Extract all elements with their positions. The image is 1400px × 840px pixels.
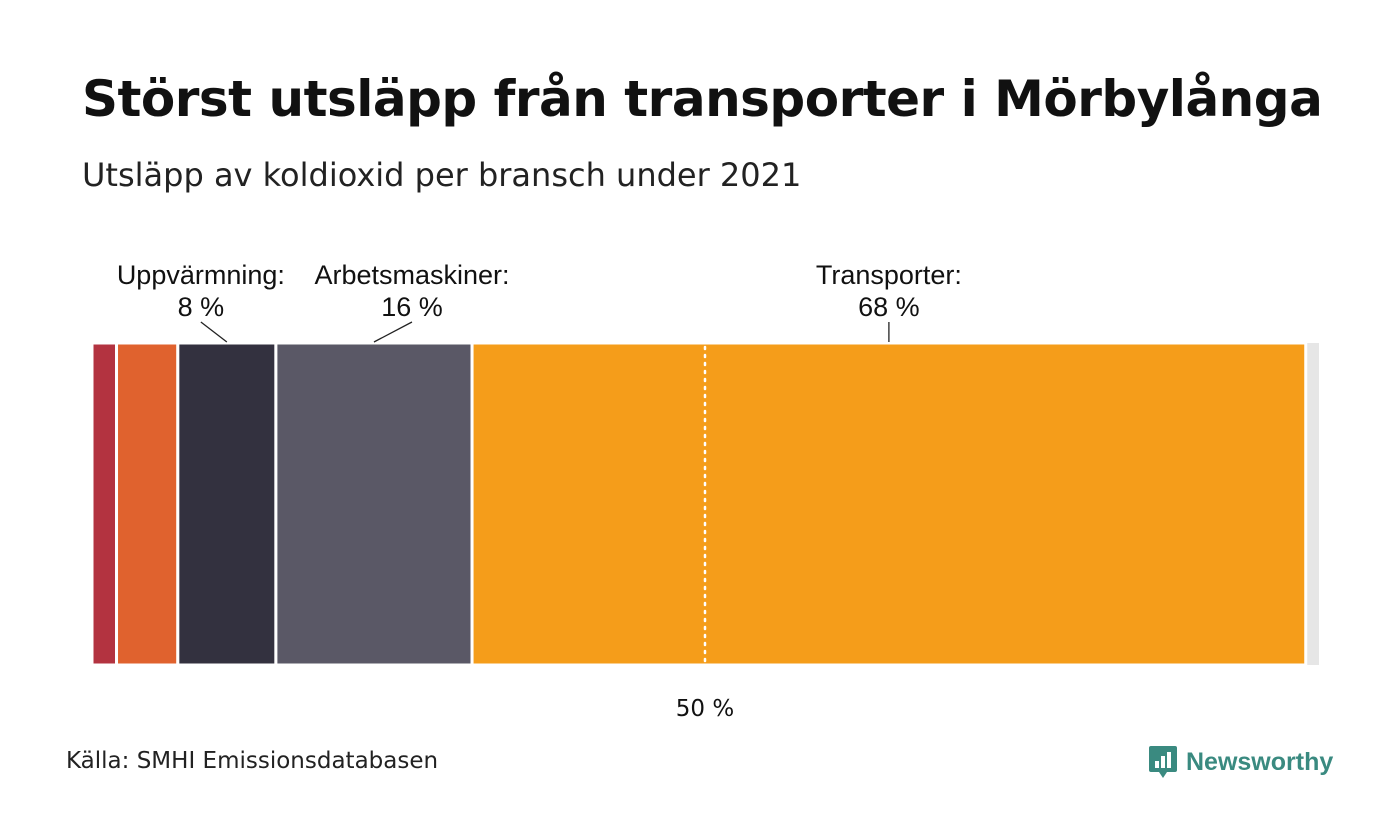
bar-segments	[90, 341, 1319, 667]
bar-segment-3	[176, 341, 278, 667]
reference-line-group: 50 %	[676, 345, 734, 722]
segment-value-label-4: 16 %	[381, 292, 443, 322]
segment-label-4: Arbetsmaskiner:	[314, 260, 509, 290]
bar-segment-5	[470, 341, 1308, 667]
chart-title: Störst utsläpp från transporter i Mörbyl…	[82, 70, 1323, 128]
segment-value-label-5: 68 %	[858, 292, 920, 322]
segment-value-label-3: 8 %	[178, 292, 225, 322]
segment-leader-line-3	[200, 321, 228, 343]
reference-line-label: 50 %	[676, 696, 734, 722]
segment-label-5: Transporter:	[816, 260, 962, 290]
segment-labels: Uppvärmning:8 % Arbetsmaskiner:16 % Transp…	[117, 260, 962, 343]
chart-subtitle: Utsläpp av koldioxid per bransch under 2…	[82, 156, 802, 194]
brand-name: Newsworthy	[1186, 747, 1334, 776]
segment-leader-line-4	[373, 321, 413, 343]
segment-label-3: Uppvärmning:	[117, 260, 285, 290]
bar-segment-4	[274, 341, 474, 667]
newsworthy-logo-icon	[1149, 746, 1177, 778]
bar-segment-1	[90, 341, 119, 667]
source-note: Källa: SMHI Emissionsdatabasen	[66, 748, 439, 774]
bar-segment-2	[115, 341, 180, 667]
brand-logo: Newsworthy	[1148, 744, 1333, 780]
